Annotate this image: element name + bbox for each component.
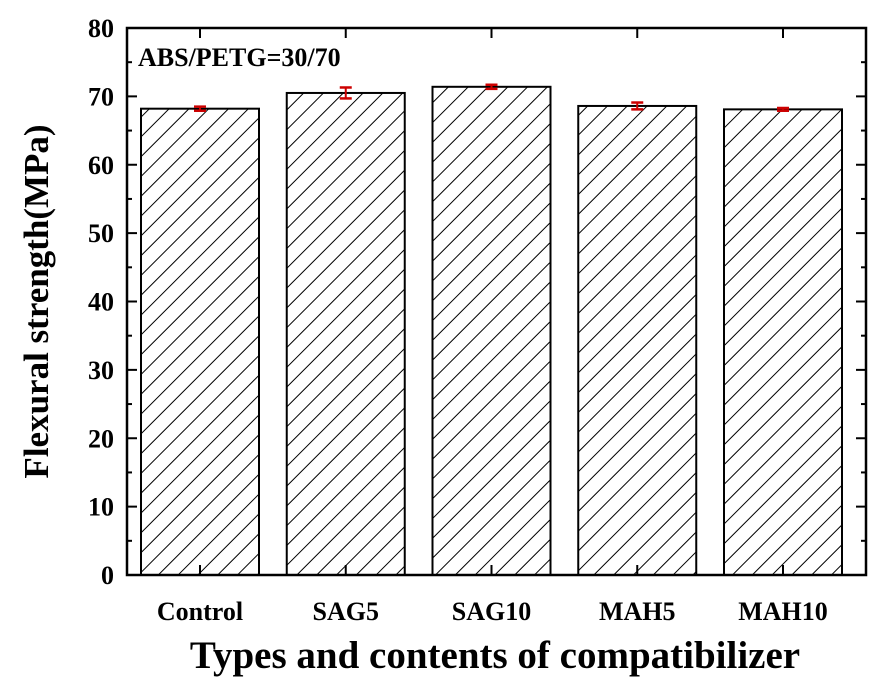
x-axis-title: Types and contents of compatibilizer [190, 634, 800, 677]
bars-group [140, 85, 843, 577]
bar-hatch [285, 91, 406, 577]
chart-annotation: ABS/PETG=30/70 [138, 43, 341, 72]
y-tick-label: 40 [88, 288, 114, 317]
y-tick-label: 10 [88, 493, 114, 522]
bar-hatch [723, 108, 843, 577]
x-tick-label: SAG5 [313, 597, 379, 626]
y-tick-label: 0 [101, 561, 114, 590]
x-tick-label: Control [157, 597, 243, 626]
x-tick-label: SAG10 [452, 597, 531, 626]
x-axis-ticks: Control SAG5 SAG10 MAH5 MAH10 [157, 28, 828, 626]
y-tick-label: 50 [88, 219, 114, 248]
y-tick-label: 80 [88, 14, 114, 43]
error-bars-group [194, 83, 789, 112]
y-tick-label: 60 [88, 151, 114, 180]
y-axis-ticks: 0 10 20 30 40 50 60 70 80 [88, 14, 866, 590]
y-tick-label: 30 [88, 356, 114, 385]
bar-hatch [431, 85, 552, 577]
y-tick-label: 70 [88, 82, 114, 111]
x-tick-label: MAH5 [599, 597, 676, 626]
y-tick-label: 20 [88, 424, 114, 453]
bar-hatch [140, 107, 260, 577]
y-axis-title: Flexural strength(MPa) [17, 124, 56, 478]
x-tick-label: MAH10 [738, 597, 828, 626]
bar-hatch [577, 104, 698, 576]
